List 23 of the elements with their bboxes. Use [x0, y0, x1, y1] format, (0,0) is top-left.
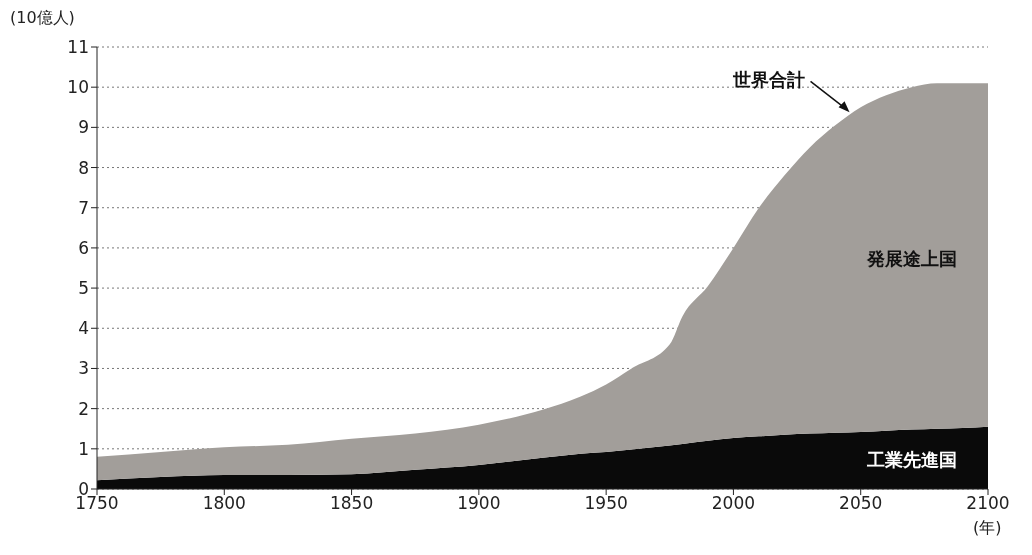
series-label: 発展途上国 [865, 247, 957, 269]
x-tick-label: 2000 [711, 493, 756, 514]
x-tick-label: 1850 [329, 493, 374, 514]
y-tick-label: 9 [78, 117, 89, 138]
y-tick-label: 2 [78, 398, 89, 419]
x-tick-label: 1900 [457, 493, 501, 514]
y-tick-label: 8 [78, 157, 89, 178]
y-tick-label: 11 [67, 37, 89, 58]
x-tick-label: 1950 [584, 493, 628, 514]
y-tick-label: 7 [78, 197, 89, 218]
x-tick-label: 2050 [839, 493, 883, 514]
series-label: 工業先進国 [865, 448, 957, 470]
x-axis-title: (年) [973, 518, 1002, 539]
y-tick-label: 1 [78, 438, 89, 459]
y-axis-title: (10億人) [10, 8, 75, 29]
y-tick-label: 10 [67, 77, 89, 98]
x-tick-label: 2100 [966, 493, 1010, 514]
y-tick-label: 3 [78, 358, 89, 379]
x-tick-label: 1800 [202, 493, 246, 514]
annotation: 世界合計 [731, 69, 805, 91]
y-tick-label: 6 [78, 237, 89, 258]
y-tick-label: 5 [78, 278, 89, 299]
y-tick-label: 4 [78, 318, 89, 339]
